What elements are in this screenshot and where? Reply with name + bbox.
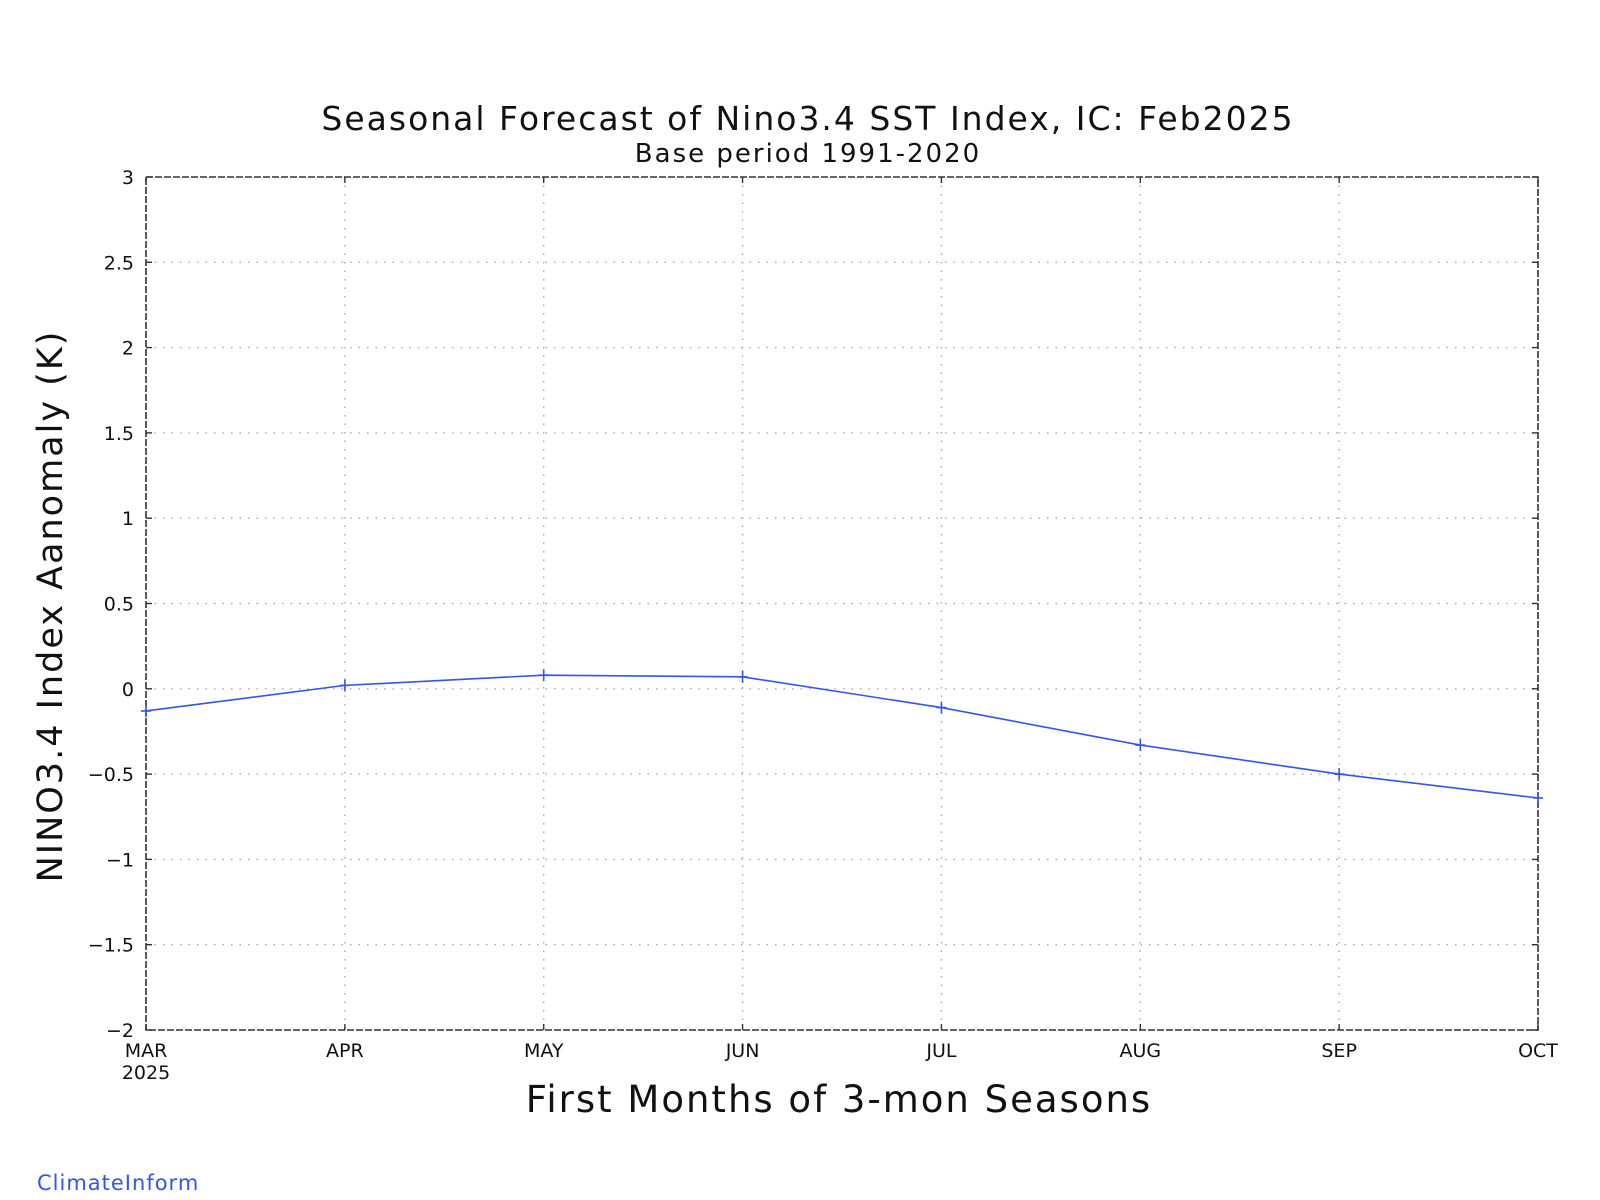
data-point-marker [737, 670, 748, 683]
chart-title: Seasonal Forecast of Nino3.4 SST Index, … [321, 99, 1294, 138]
x-tick-label: AUG [1119, 1040, 1161, 1062]
y-tick-label: 2.5 [104, 252, 134, 274]
x-axis-label: First Months of 3-mon Seasons [526, 1078, 1152, 1121]
series-line [145, 674, 1539, 799]
data-point-marker [1533, 791, 1543, 804]
y-tick-label: 3 [122, 167, 134, 189]
x-tick-label: MAY [524, 1040, 564, 1062]
y-tick-label: −1.5 [88, 935, 134, 957]
series-layer [141, 669, 1543, 804]
data-point-marker [1334, 768, 1345, 781]
x-tick-label: JUN [725, 1040, 760, 1062]
x-tick-label: SEP [1321, 1040, 1357, 1062]
data-point-marker [538, 669, 549, 682]
data-point-marker [339, 679, 350, 692]
y-axis-label: NINO3.4 Index Aanomaly (K) [31, 330, 71, 883]
x-tick-label: APR [326, 1040, 364, 1062]
x-tick-label: OCT [1518, 1040, 1558, 1062]
credit-label: ClimateInform [37, 1171, 199, 1195]
data-point-marker [1135, 739, 1146, 752]
data-point-marker [936, 701, 947, 714]
x-tick-label: MAR [125, 1040, 168, 1062]
data-point-marker [141, 704, 151, 717]
y-tick-label: 1.5 [104, 423, 134, 445]
y-tick-label: 0 [122, 679, 134, 701]
y-tick-label: 0.5 [104, 594, 134, 616]
y-tick-label: 1 [122, 508, 134, 530]
y-tick-label: −1 [106, 849, 134, 871]
y-tick-label: 2 [122, 338, 134, 360]
x-year-label: 2025 [122, 1062, 170, 1084]
y-tick-label: −0.5 [88, 764, 134, 786]
x-tick-label: JUL [925, 1040, 957, 1062]
y-tick-label: −2 [106, 1020, 134, 1042]
grid [146, 177, 1538, 1030]
plot-frame [145, 176, 1539, 1031]
chart-subtitle: Base period 1991-2020 [635, 139, 981, 169]
